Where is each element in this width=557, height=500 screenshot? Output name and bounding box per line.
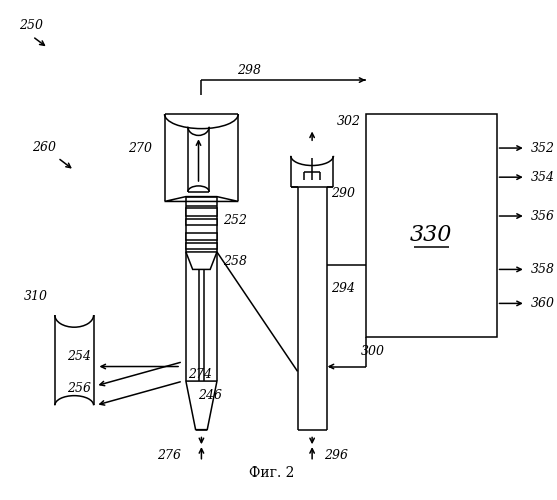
Text: 358: 358	[531, 263, 555, 276]
Text: 352: 352	[531, 142, 555, 154]
Text: 330: 330	[410, 224, 452, 246]
Text: 296: 296	[324, 450, 348, 462]
Text: 270: 270	[128, 142, 152, 154]
Text: 254: 254	[67, 350, 91, 364]
Text: 356: 356	[531, 210, 555, 222]
Text: 252: 252	[223, 214, 247, 228]
Polygon shape	[186, 252, 217, 270]
Text: Фиг. 2: Фиг. 2	[249, 466, 295, 480]
Text: 290: 290	[331, 187, 355, 200]
Text: 354: 354	[531, 170, 555, 183]
Polygon shape	[186, 243, 217, 249]
Text: 300: 300	[361, 346, 385, 358]
Text: 260: 260	[32, 141, 56, 154]
Text: 246: 246	[198, 389, 222, 402]
Text: 298: 298	[237, 64, 261, 77]
Polygon shape	[164, 196, 238, 202]
Text: 250: 250	[19, 18, 43, 32]
Text: 256: 256	[67, 382, 91, 396]
Text: 274: 274	[188, 368, 212, 381]
Polygon shape	[186, 381, 217, 430]
Polygon shape	[186, 232, 217, 240]
Bar	[365, 114, 497, 338]
Text: 302: 302	[336, 116, 360, 128]
Polygon shape	[186, 208, 217, 216]
Text: 360: 360	[531, 297, 555, 310]
Polygon shape	[186, 219, 217, 225]
Text: 258: 258	[223, 255, 247, 268]
Text: 294: 294	[331, 282, 355, 296]
Text: 310: 310	[24, 290, 48, 303]
Text: 276: 276	[157, 450, 181, 462]
